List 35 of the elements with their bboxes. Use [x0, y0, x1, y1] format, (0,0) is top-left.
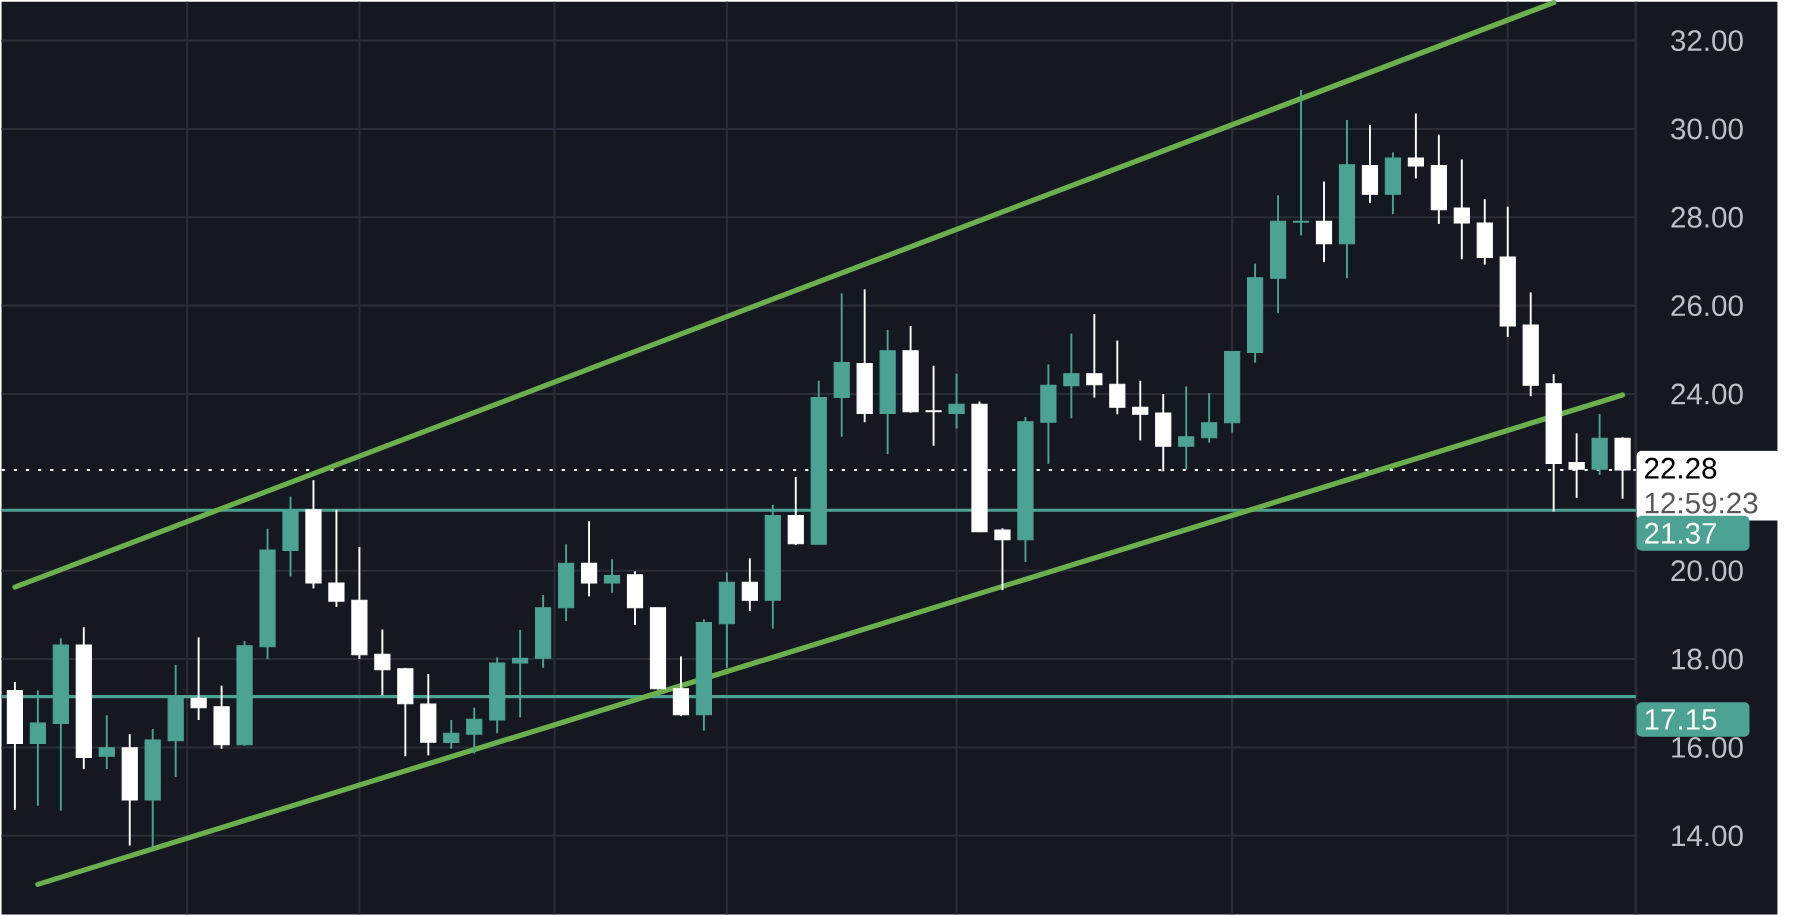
candlestick: [1201, 392, 1218, 444]
ref-line-label: 22.28: [1645, 457, 1717, 479]
y-tick-label: 24.00: [1671, 383, 1743, 405]
y-tick-label: 26.00: [1671, 295, 1743, 317]
candlestick: [948, 372, 965, 430]
candlestick: [190, 636, 207, 722]
y-tick-label: 18.00: [1672, 648, 1743, 670]
candlestick: [1109, 339, 1126, 416]
candlestick: [580, 520, 598, 598]
candlestick: [1292, 89, 1310, 237]
candlestick: [374, 628, 391, 697]
candlestick: [328, 508, 345, 608]
candlestick: [603, 558, 621, 594]
candlestick: [1063, 332, 1080, 420]
candlestick: [1407, 112, 1424, 180]
ref-line-label: 17.15: [1645, 709, 1717, 730]
y-tick-label: 20.00: [1671, 560, 1743, 582]
candlestick: [994, 527, 1011, 592]
y-tick-label: 16.00: [1672, 737, 1743, 758]
y-tick-label: 14.00: [1672, 825, 1743, 847]
ref-line-label: 21.37: [1645, 522, 1717, 544]
text: 12:59:23: [1645, 492, 1758, 514]
candlestick: [1132, 379, 1149, 442]
candlestick: [443, 719, 460, 750]
y-tick-label: 28.00: [1671, 206, 1743, 228]
candlestick: [1315, 180, 1333, 264]
candlestick: [466, 706, 483, 755]
candlestick: [98, 714, 115, 771]
candlestick: [1453, 158, 1470, 261]
candlestick: [741, 557, 758, 612]
y-tick-label: 32.00: [1671, 30, 1743, 52]
y-tick-label: 30.00: [1671, 118, 1743, 140]
candlestick: [1086, 313, 1103, 399]
candlestick: [925, 364, 942, 447]
candlestick: [1178, 385, 1195, 471]
